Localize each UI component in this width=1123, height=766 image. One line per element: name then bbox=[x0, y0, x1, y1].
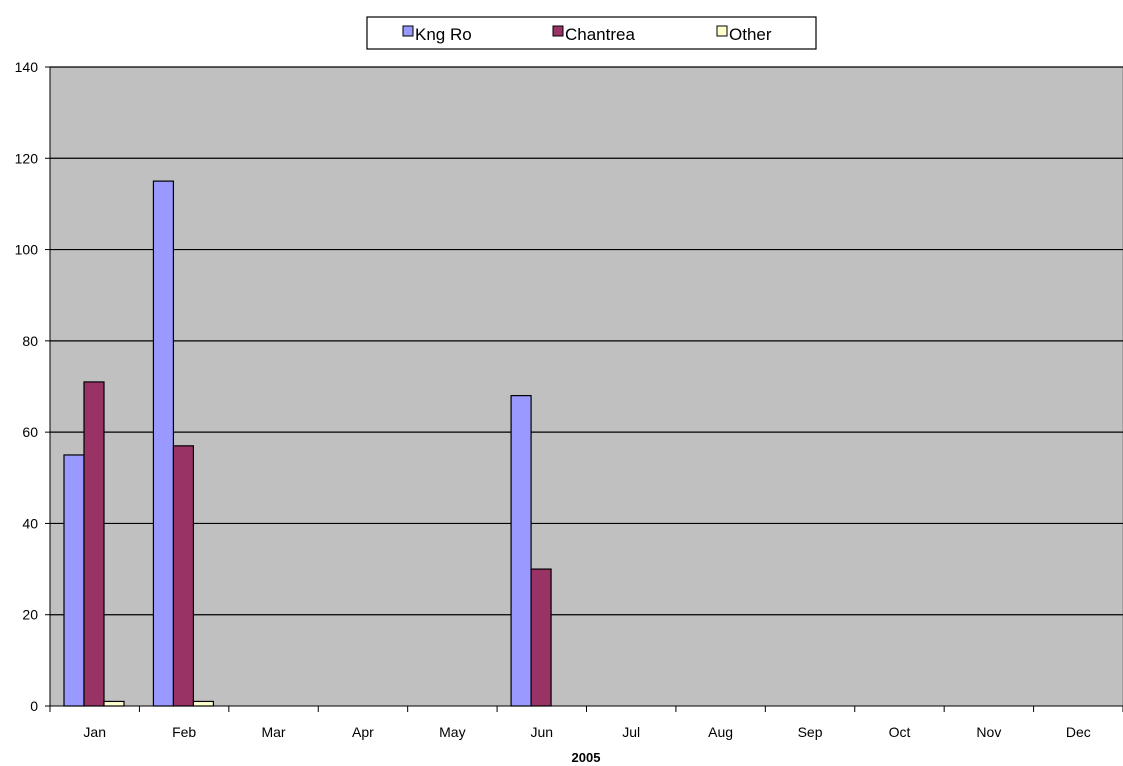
bar-kng-ro-feb bbox=[152, 180, 175, 707]
y-tick-label: 140 bbox=[15, 59, 39, 75]
y-tick-label: 20 bbox=[22, 607, 38, 623]
bar-kng-ro-jun bbox=[510, 395, 532, 707]
y-tick-label: 0 bbox=[30, 698, 38, 714]
legend-swatch bbox=[716, 25, 728, 37]
gridlines bbox=[50, 66, 1123, 616]
x-axis-label: 2005 bbox=[572, 750, 601, 765]
legend-label: Kng Ro bbox=[415, 25, 472, 44]
x-tick-label: Sep bbox=[798, 724, 823, 740]
x-tick-label: Aug bbox=[708, 724, 733, 740]
y-tick-label: 80 bbox=[22, 333, 38, 349]
x-tick-label: Mar bbox=[261, 724, 285, 740]
x-tick-label: Feb bbox=[172, 724, 196, 740]
x-tick-label: Jun bbox=[531, 724, 554, 740]
legend-swatch bbox=[552, 25, 564, 37]
y-tick-label: 60 bbox=[22, 424, 38, 440]
x-tick-label: Jan bbox=[83, 724, 106, 740]
plot-area bbox=[49, 66, 1123, 707]
y-tick-label: 120 bbox=[15, 150, 39, 166]
bar-chantrea-jan bbox=[83, 381, 105, 707]
y-tick-label: 40 bbox=[22, 515, 38, 531]
bar-kng-ro-jan bbox=[63, 454, 85, 707]
x-tick-label: Nov bbox=[976, 724, 1001, 740]
y-tick-label: 100 bbox=[15, 242, 39, 258]
bar-other-jan bbox=[103, 700, 125, 707]
tick-labels: 0 20 40 60 80 100 120 140 Jan Feb Mar Apr May Jun Jul A… bbox=[15, 59, 1091, 740]
x-tick-label: Apr bbox=[352, 724, 374, 740]
bar-other-feb bbox=[192, 700, 215, 707]
x-tick-label: May bbox=[439, 724, 465, 740]
bar-chantrea-jun bbox=[530, 568, 552, 707]
bars bbox=[63, 180, 552, 707]
x-tick-label: Dec bbox=[1066, 724, 1091, 740]
x-tick-label: Oct bbox=[889, 724, 911, 740]
legend-label: Other bbox=[729, 25, 772, 44]
bar-chantrea-feb bbox=[172, 445, 195, 707]
axes bbox=[45, 66, 1123, 712]
legend: Kng Ro Chantrea Other bbox=[366, 16, 817, 50]
x-tick-label: Jul bbox=[622, 724, 640, 740]
legend-box bbox=[366, 16, 817, 50]
legend-label: Chantrea bbox=[565, 25, 635, 44]
legend-swatch bbox=[402, 25, 414, 37]
